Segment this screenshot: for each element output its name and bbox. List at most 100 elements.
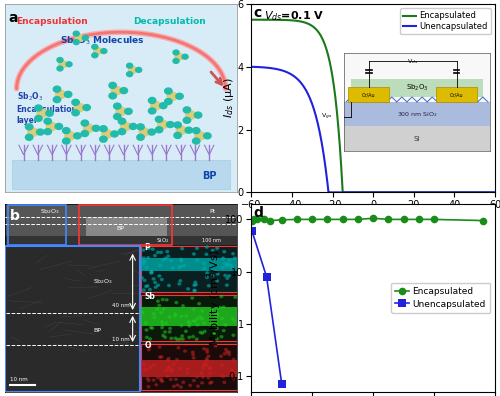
Circle shape xyxy=(152,379,155,381)
Circle shape xyxy=(152,313,156,315)
Circle shape xyxy=(234,257,236,259)
Unencapsulated xyxy=(326,190,332,195)
Unencapsulated xyxy=(366,190,372,195)
Circle shape xyxy=(191,297,194,299)
Circle shape xyxy=(211,275,214,277)
Circle shape xyxy=(192,379,196,382)
Encapsulated xyxy=(266,218,272,223)
Circle shape xyxy=(160,312,162,314)
Circle shape xyxy=(158,356,162,358)
Circle shape xyxy=(100,136,107,142)
Circle shape xyxy=(226,263,228,265)
Circle shape xyxy=(44,118,52,124)
Circle shape xyxy=(81,131,88,137)
Circle shape xyxy=(198,303,200,305)
Circle shape xyxy=(216,247,218,249)
Circle shape xyxy=(187,321,190,323)
Circle shape xyxy=(192,351,194,353)
Circle shape xyxy=(164,88,172,94)
Circle shape xyxy=(230,264,232,267)
Circle shape xyxy=(111,131,118,137)
Circle shape xyxy=(214,333,216,335)
Circle shape xyxy=(34,115,42,122)
Circle shape xyxy=(174,378,178,381)
Circle shape xyxy=(192,320,195,322)
Line: Encapsulated: Encapsulated xyxy=(248,215,486,225)
Circle shape xyxy=(160,356,163,358)
Circle shape xyxy=(171,267,174,269)
Unencapsulated xyxy=(394,190,400,195)
Y-axis label: $I_{ds}$ (μA): $I_{ds}$ (μA) xyxy=(222,78,236,118)
Circle shape xyxy=(154,286,157,288)
Circle shape xyxy=(166,250,168,253)
Circle shape xyxy=(204,133,211,139)
Circle shape xyxy=(224,324,227,326)
Circle shape xyxy=(160,321,164,323)
Circle shape xyxy=(204,362,207,364)
Circle shape xyxy=(226,284,228,286)
Circle shape xyxy=(124,109,132,114)
Circle shape xyxy=(207,355,210,357)
Y-axis label: Mobility (cm$^2$/Vs): Mobility (cm$^2$/Vs) xyxy=(206,249,224,346)
Encapsulated xyxy=(294,217,300,222)
Circle shape xyxy=(161,380,164,383)
Circle shape xyxy=(130,124,137,129)
Circle shape xyxy=(228,259,231,261)
Circle shape xyxy=(120,122,131,131)
Circle shape xyxy=(152,248,154,250)
Circle shape xyxy=(194,284,198,286)
Circle shape xyxy=(202,376,204,378)
Encapsulated xyxy=(380,190,386,195)
Circle shape xyxy=(62,138,70,144)
Circle shape xyxy=(185,127,192,133)
Circle shape xyxy=(168,327,172,329)
Bar xyxy=(141,360,237,377)
Bar xyxy=(141,246,237,292)
Circle shape xyxy=(232,358,235,361)
Circle shape xyxy=(224,274,226,276)
Circle shape xyxy=(180,260,182,262)
Circle shape xyxy=(143,261,146,263)
Encapsulated xyxy=(366,190,372,195)
Circle shape xyxy=(156,308,158,310)
Circle shape xyxy=(57,66,63,71)
Circle shape xyxy=(182,305,184,307)
Text: Encapsulation: Encapsulation xyxy=(16,17,88,26)
Text: 10 nm: 10 nm xyxy=(10,377,28,382)
Circle shape xyxy=(206,359,208,362)
Circle shape xyxy=(145,267,148,268)
Circle shape xyxy=(92,125,100,131)
Unencapsulated xyxy=(248,65,254,69)
Circle shape xyxy=(148,108,156,114)
Circle shape xyxy=(196,375,198,378)
Circle shape xyxy=(143,279,146,282)
Circle shape xyxy=(142,249,145,251)
Circle shape xyxy=(224,263,226,265)
Circle shape xyxy=(193,284,196,286)
Circle shape xyxy=(204,330,206,333)
Circle shape xyxy=(141,263,144,265)
Circle shape xyxy=(176,93,183,99)
Circle shape xyxy=(158,120,168,129)
Encapsulated xyxy=(310,217,316,222)
Circle shape xyxy=(204,364,208,366)
Encapsulated xyxy=(252,217,258,222)
Circle shape xyxy=(192,354,194,356)
Circle shape xyxy=(200,372,203,374)
Circle shape xyxy=(81,120,88,126)
Text: 40 nm: 40 nm xyxy=(112,303,130,308)
Circle shape xyxy=(173,59,179,63)
Text: BP: BP xyxy=(93,328,101,333)
Circle shape xyxy=(154,281,156,284)
Circle shape xyxy=(170,378,172,381)
Unencapsulated xyxy=(264,274,270,279)
Bar xyxy=(141,344,237,390)
Circle shape xyxy=(54,86,60,92)
Circle shape xyxy=(120,88,128,93)
Circle shape xyxy=(208,367,212,369)
Circle shape xyxy=(182,381,184,383)
Circle shape xyxy=(222,266,224,268)
Circle shape xyxy=(203,263,205,265)
Circle shape xyxy=(178,367,182,369)
Circle shape xyxy=(75,34,84,41)
